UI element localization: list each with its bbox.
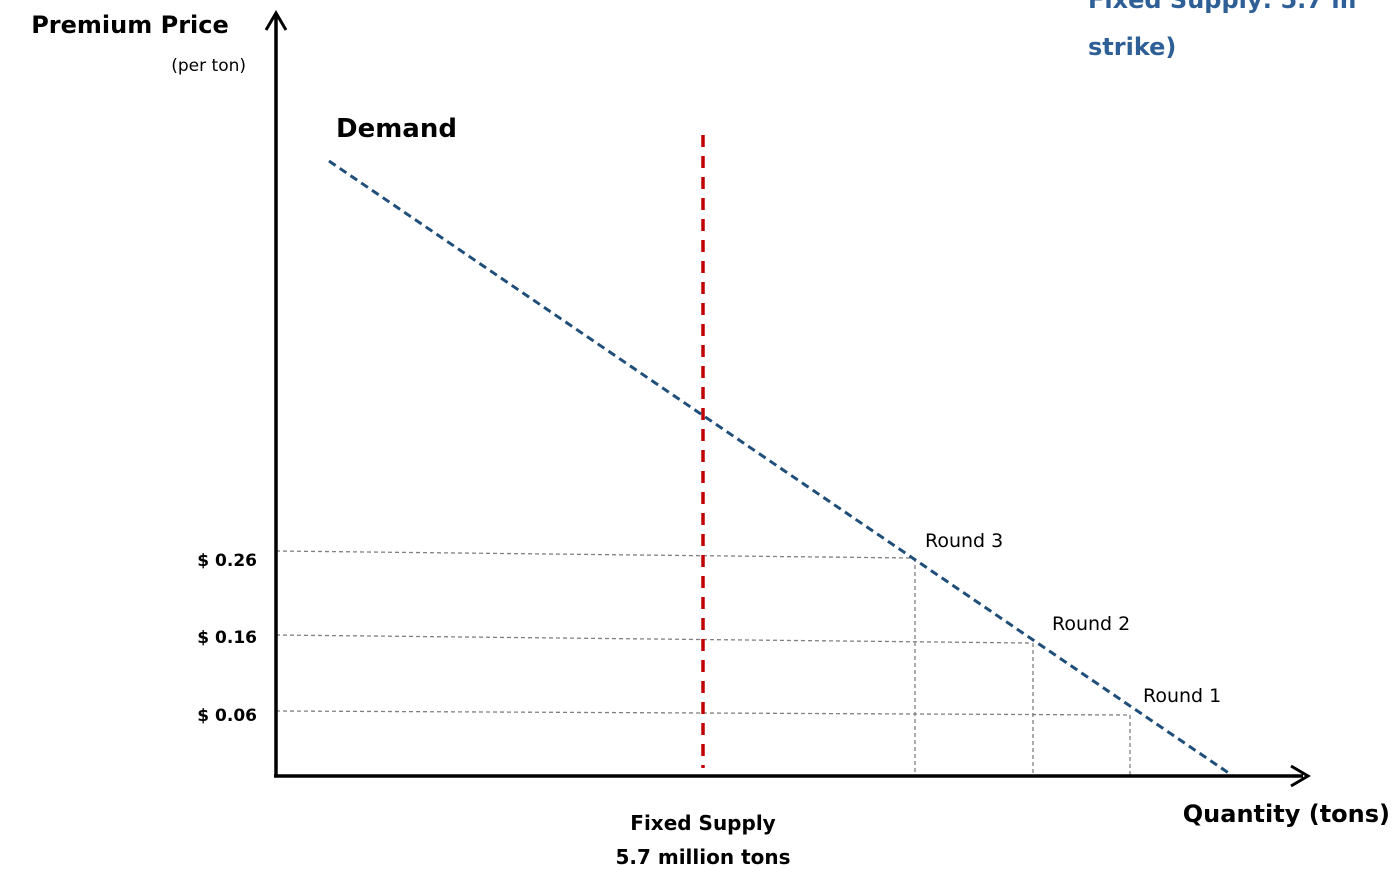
round-2-label: Round 2 — [1052, 613, 1130, 635]
x-axis-title: Quantity (tons) — [1183, 800, 1390, 828]
corner-note-line-1: Fixed Supply: 5.7 m — [1088, 0, 1356, 14]
guide-line-price-016 — [275, 634, 1031, 644]
round-3-label: Round 3 — [925, 530, 1003, 552]
guide-line-price-006 — [275, 710, 1129, 716]
price-tick-label: $ 0.26 — [197, 551, 257, 571]
round-1-label: Round 1 — [1143, 685, 1221, 707]
x-axis-arrow-icon — [1290, 764, 1311, 788]
y-axis-title: Premium Price — [31, 11, 229, 39]
fixed-supply-label: Fixed Supply — [630, 811, 775, 835]
corner-note-line-2: strike) — [1088, 33, 1176, 61]
price-tick-label: $ 0.16 — [197, 628, 257, 648]
demand-curve — [328, 159, 1234, 778]
fixed-supply-quantity: 5.7 million tons — [615, 845, 790, 869]
demand-label: Demand — [336, 114, 457, 144]
y-axis-unit: (per ton) — [171, 56, 246, 76]
guide-line-price-026 — [275, 550, 913, 559]
price-tick-label: $ 0.06 — [197, 706, 257, 726]
y-axis-arrow-icon — [264, 10, 288, 31]
